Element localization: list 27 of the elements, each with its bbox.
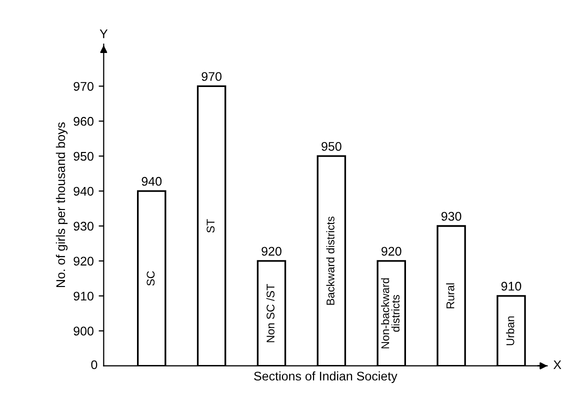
x-tick-label: Backward districts — [326, 216, 334, 305]
text: Y — [100, 30, 108, 38]
x-tick-label: Urban — [506, 316, 514, 346]
y-tick-label: 920 — [74, 256, 94, 266]
x-tick-label: Non SC /ST — [266, 284, 274, 342]
x-tick-label: ST — [206, 219, 215, 233]
y-tick-label: 960 — [74, 116, 94, 126]
data-label: 920 — [262, 246, 282, 256]
data-label: 970 — [202, 72, 222, 81]
text: X — [553, 360, 562, 370]
data-label: 940 — [142, 176, 162, 186]
y-tick-label: 930 — [74, 222, 94, 231]
y-tick-label: 950 — [74, 152, 94, 161]
data-label: 950 — [322, 142, 342, 151]
data-label: 910 — [501, 282, 522, 291]
y-tick-label: 910 — [74, 292, 94, 301]
y-tick-label: 940 — [74, 186, 94, 196]
y-axis-title: No. of girls per thousand boys — [56, 122, 68, 288]
y-tick-label: 970 — [74, 82, 94, 91]
text: 0 — [91, 360, 98, 370]
x-tick-label: SC — [146, 271, 155, 286]
x-axis-title: Sections of Indian Society — [254, 371, 398, 384]
data-label: 920 — [382, 246, 402, 256]
x-tick-label: Non-backward districts — [381, 278, 400, 348]
x-tick-label: Rural — [446, 283, 454, 308]
y-tick-label: 900 — [74, 326, 94, 336]
data-label: 930 — [441, 212, 462, 221]
